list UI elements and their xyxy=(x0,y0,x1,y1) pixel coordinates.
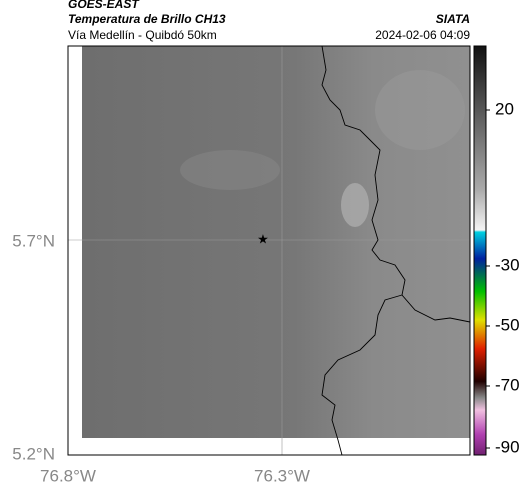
lat-label: 5.2°N xyxy=(12,444,55,463)
bright-area xyxy=(341,183,369,227)
boundary xyxy=(321,294,403,456)
location-marker: ★ xyxy=(257,231,269,246)
bright-area xyxy=(375,70,465,150)
colorbar-tick-label: -50 xyxy=(495,315,520,334)
timestamp: 2024-02-06 04:09 xyxy=(375,28,470,42)
lat-label: 5.7°N xyxy=(12,231,55,250)
bright-area xyxy=(180,150,280,190)
colorbar-tick-label: -70 xyxy=(495,375,520,394)
route: Vía Medellín - Quibdó 50km xyxy=(68,28,217,42)
title: Temperatura de Brillo CH13 xyxy=(68,12,226,26)
agency: SIATA xyxy=(436,12,470,26)
colorbar-tick-label: 20 xyxy=(495,99,514,118)
colorbar-tick-label: -90 xyxy=(495,437,520,456)
lon-label: 76.3°W xyxy=(254,466,310,485)
colorbar-tick-label: -30 xyxy=(495,255,520,274)
colorbar-ticks: 20 -30 -50 -70 -90 xyxy=(486,99,520,456)
colorbar xyxy=(473,45,487,456)
product: GOES-EAST xyxy=(68,0,140,11)
boundary xyxy=(321,45,471,323)
lon-label: 76.8°W xyxy=(40,466,96,485)
map-frame xyxy=(67,45,471,456)
